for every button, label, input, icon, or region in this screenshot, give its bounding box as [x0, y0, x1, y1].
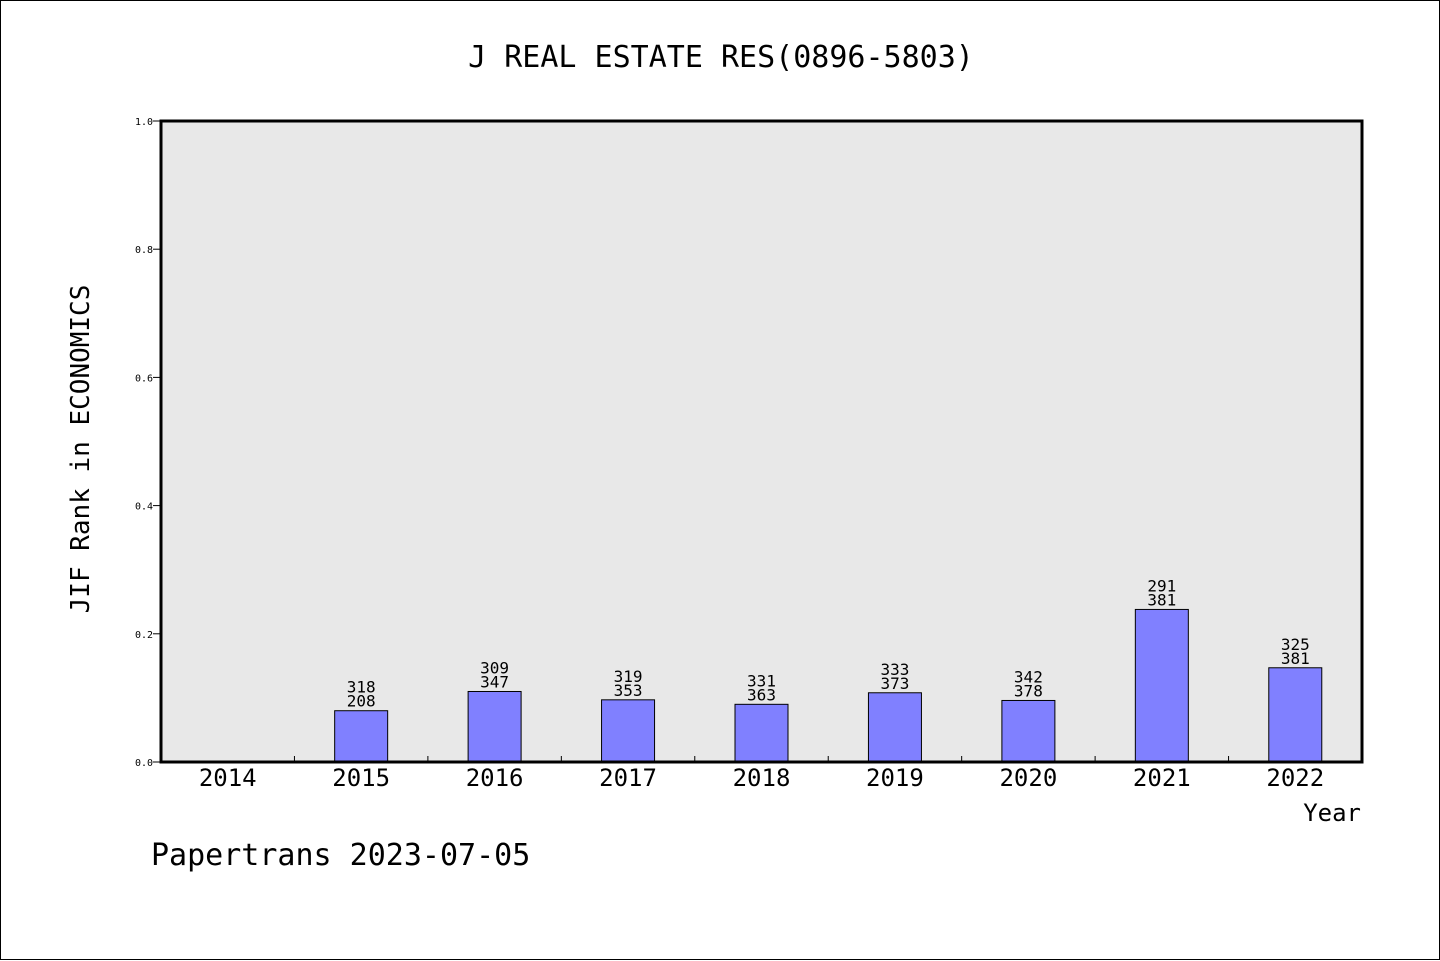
bar-label-total: 373 [880, 674, 909, 693]
x-tick-label: 2019 [866, 764, 924, 792]
bar-2015 [334, 710, 389, 763]
bar-2016 [467, 690, 522, 763]
bar-label-rank: 309 [480, 658, 509, 677]
bar-label-rank: 325 [1281, 635, 1310, 654]
x-tick-label: 2017 [599, 764, 657, 792]
x-tick-label: 2016 [466, 764, 524, 792]
x-tick-label: 2018 [733, 764, 791, 792]
bar-label-rank: 291 [1147, 576, 1176, 595]
y-tick-label: 0.0 [135, 758, 153, 769]
bar-2019 [867, 692, 922, 763]
y-tick-label: 1.0 [135, 117, 153, 128]
x-tick-label: 2014 [199, 764, 257, 792]
bar-label-rank: 319 [614, 667, 643, 686]
bar-label-rank: 331 [747, 671, 776, 690]
y-axis-ticks: 0.0 0.2 0.4 0.6 0.8 1.0 [135, 117, 161, 769]
bar-label-rank: 318 [347, 678, 376, 697]
bar-label-rank: 333 [880, 660, 909, 679]
bar-2018 [734, 703, 789, 763]
bar-2022 [1268, 667, 1323, 763]
x-tick-label: 2022 [1266, 764, 1324, 792]
chart-title: J REAL ESTATE RES(0896-5803) [468, 40, 974, 75]
y-tick-label: 0.6 [135, 373, 153, 384]
x-tick-label: 2020 [999, 764, 1057, 792]
bar-series [334, 608, 1323, 763]
x-axis-label: Year [1303, 799, 1361, 827]
bar-label-rank: 342 [1014, 667, 1043, 686]
y-tick-label: 0.2 [135, 630, 153, 641]
y-axis-label: JIF Rank in ECONOMICS [66, 285, 96, 614]
bar-label-total: 381 [1147, 590, 1176, 609]
x-axis-ticks: 2014 2015 2016 2017 2018 2019 2020 2021 2022 [199, 756, 1324, 792]
bar-label-total: 353 [614, 681, 643, 700]
bar-label-total: 347 [480, 672, 509, 691]
x-tick-label: 2021 [1133, 764, 1191, 792]
bar-2021 [1134, 608, 1189, 763]
bar-label-total: 208 [347, 692, 376, 711]
plot-border [159, 119, 1364, 764]
footer-text: Papertrans 2023-07-05 [151, 838, 530, 873]
y-tick-label: 0.4 [135, 502, 153, 513]
bar-label-total: 363 [747, 685, 776, 704]
bar-2017 [601, 699, 656, 763]
x-tick-label: 2015 [332, 764, 390, 792]
bar-label-total: 378 [1014, 681, 1043, 700]
bar-label-total: 381 [1281, 649, 1310, 668]
y-tick-label: 0.8 [135, 245, 153, 256]
bar-2020 [1001, 699, 1056, 763]
